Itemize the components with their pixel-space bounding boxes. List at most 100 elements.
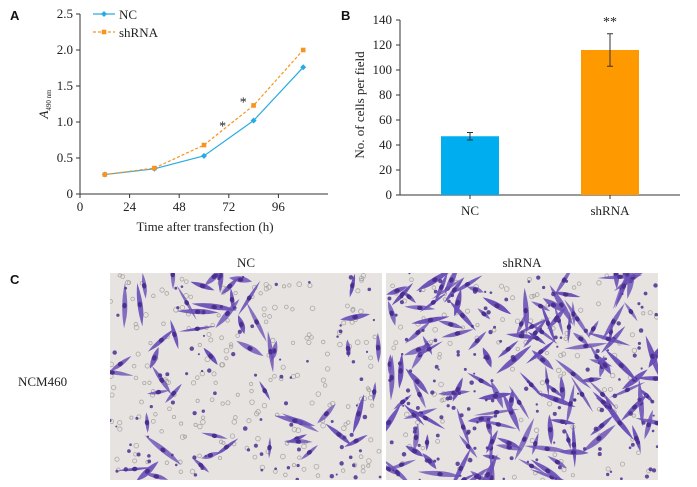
stained-particle <box>308 280 311 284</box>
stained-particle <box>553 317 558 323</box>
stained-cell <box>587 320 599 338</box>
stained-particle <box>612 393 618 399</box>
stained-particle <box>628 446 632 450</box>
stained-cell <box>609 382 646 398</box>
membrane-pore <box>403 432 409 438</box>
membrane-pore <box>431 285 436 290</box>
stained-particle <box>582 447 587 451</box>
cell-nucleus <box>262 388 268 394</box>
membrane-pore <box>225 318 230 323</box>
stained-cell <box>573 332 589 346</box>
stained-cell <box>624 301 638 322</box>
membrane-pore <box>280 364 286 370</box>
membrane-pore <box>355 288 361 294</box>
stained-particle <box>259 418 263 421</box>
cell-nucleus <box>494 303 500 309</box>
stained-particle <box>352 463 356 468</box>
stained-particle <box>424 458 430 463</box>
membrane-pore <box>219 335 224 341</box>
membrane-pore <box>280 453 286 460</box>
stained-particle <box>362 414 368 420</box>
stained-cell <box>468 331 487 351</box>
cell-nucleus <box>588 377 595 382</box>
cell-nucleus <box>422 415 429 421</box>
stained-particle <box>399 294 404 299</box>
membrane-pore <box>221 440 226 445</box>
cell-nucleus <box>223 444 230 450</box>
stained-particle <box>147 454 151 458</box>
membrane-pore <box>368 355 374 361</box>
stained-particle <box>433 459 437 463</box>
stained-particle <box>490 379 494 383</box>
stained-particle <box>438 279 443 284</box>
cell-nucleus <box>306 449 312 455</box>
cell-nucleus <box>449 277 454 283</box>
cell-nucleus <box>464 282 470 287</box>
stained-cell <box>508 385 530 420</box>
stained-particle <box>434 364 439 369</box>
membrane-pore <box>179 434 186 440</box>
membrane-pore <box>297 455 302 460</box>
stained-cell <box>544 383 563 398</box>
stained-particle <box>389 440 394 445</box>
cell-nucleus <box>617 274 623 280</box>
membrane-pore <box>159 287 165 293</box>
stained-cell <box>110 356 132 372</box>
membrane-pore <box>136 414 142 420</box>
stained-particle <box>638 328 644 333</box>
stained-cell <box>191 303 237 311</box>
data-point-nc <box>300 64 307 71</box>
membrane-pore <box>325 366 331 372</box>
membrane-pore <box>290 307 295 312</box>
membrane-pore <box>135 351 141 357</box>
membrane-pore <box>206 332 212 338</box>
membrane-pore <box>596 301 601 307</box>
stained-particle <box>655 445 658 448</box>
cell-nucleus <box>518 333 525 339</box>
stained-particle <box>557 406 562 410</box>
membrane-pore <box>147 380 152 385</box>
stained-cell <box>482 347 492 368</box>
chart-a-annotations: ** <box>219 96 247 135</box>
stained-particle <box>619 477 623 480</box>
cell-nucleus <box>509 397 514 403</box>
stained-cell <box>595 397 611 407</box>
chart-a-y-tick-label: 2.5 <box>57 6 73 21</box>
stained-particle <box>286 466 291 470</box>
chart-b-bars: ** <box>441 15 639 195</box>
stained-particle <box>640 367 643 370</box>
membrane-pore <box>229 344 234 349</box>
stained-particle <box>490 398 495 403</box>
membrane-pore <box>372 334 378 340</box>
stained-cell <box>571 301 576 327</box>
membrane-pore <box>235 333 240 338</box>
membrane-pore <box>337 341 343 348</box>
membrane-pore <box>223 347 230 354</box>
stained-particle <box>401 452 407 457</box>
membrane-pore <box>255 409 261 415</box>
stained-cell <box>165 383 182 404</box>
stained-particle <box>127 449 131 453</box>
membrane-pore <box>197 342 202 348</box>
shrna-micrograph <box>386 273 658 480</box>
cell-nucleus <box>574 316 580 322</box>
membrane-pore <box>344 303 350 309</box>
stained-particle <box>378 475 382 479</box>
membrane-pore <box>211 371 217 377</box>
membrane-pore <box>544 350 550 356</box>
stained-cell <box>170 273 176 290</box>
membrane-pore <box>391 345 397 351</box>
cell-nucleus <box>254 319 259 325</box>
stained-cell <box>450 447 472 480</box>
cell-nucleus <box>537 303 544 309</box>
stained-particle <box>637 341 642 346</box>
cell-nucleus <box>566 324 572 330</box>
stained-cell <box>228 276 253 283</box>
membrane-pore <box>282 284 287 289</box>
stained-particle <box>453 392 457 396</box>
membrane-pore <box>210 322 215 328</box>
cell-nucleus <box>194 309 201 315</box>
stained-particle <box>435 433 440 438</box>
stained-particle <box>217 276 221 281</box>
stained-cell <box>147 389 170 395</box>
